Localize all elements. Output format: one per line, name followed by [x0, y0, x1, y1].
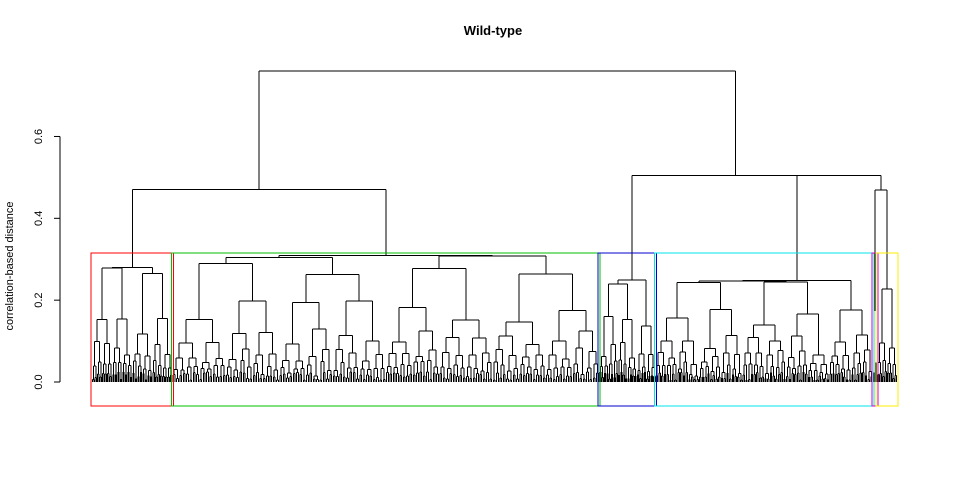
- y-tick-label: 0.4: [33, 211, 45, 226]
- y-axis: 0.0 0.2 0.4 0.6: [33, 129, 61, 390]
- chart-title: Wild-type: [464, 23, 522, 38]
- y-tick-label: 0.2: [33, 293, 45, 308]
- cluster-box: [871, 252, 879, 407]
- cluster-box: [90, 252, 174, 407]
- cluster-boxes: [90, 252, 899, 407]
- y-tick-label: 0.6: [33, 129, 45, 144]
- dendrogram-tree: [92, 70, 897, 382]
- cluster-box: [654, 252, 875, 407]
- cluster-box: [875, 252, 899, 407]
- cluster-box: [171, 252, 601, 407]
- y-tick-label: 0.0: [33, 374, 45, 389]
- y-axis-label: correlation-based distance: [4, 201, 16, 330]
- cluster-box: [597, 252, 658, 407]
